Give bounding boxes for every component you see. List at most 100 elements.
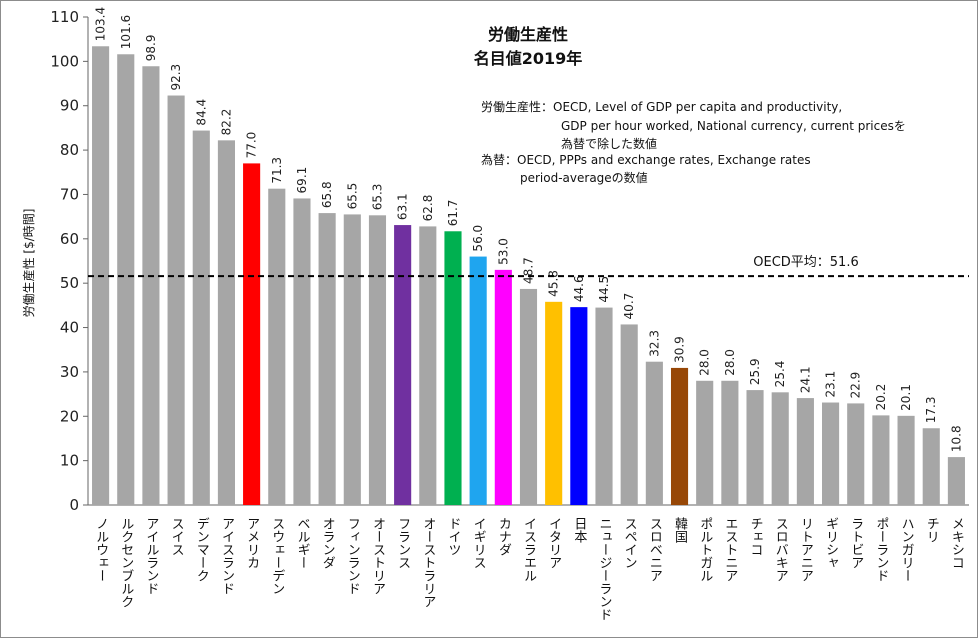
data-label: 17.3: [924, 397, 938, 424]
bar: [444, 231, 462, 505]
data-label: 22.9: [849, 372, 863, 399]
x-tick-label: ベルギー: [294, 517, 310, 569]
data-label: 20.1: [899, 384, 913, 411]
data-label: 53.0: [496, 238, 510, 265]
bar: [394, 225, 412, 505]
source-note-line: GDP per hour worked, National currency, …: [561, 119, 906, 133]
data-label: 56.0: [471, 225, 485, 252]
data-label: 101.6: [119, 15, 133, 49]
x-tick-label: エストニア: [722, 517, 737, 582]
y-tick-label: 70: [60, 185, 79, 203]
x-tick-label: スロベニア: [647, 517, 663, 582]
data-label: 62.8: [421, 195, 435, 222]
data-label: 71.3: [270, 157, 284, 184]
data-label: 24.1: [798, 366, 812, 393]
y-axis-label: 労働生産性 [$/時間]: [21, 209, 36, 318]
bar: [570, 307, 588, 505]
bar: [796, 398, 814, 505]
chart-subtitle: 名目値2019年: [474, 49, 583, 68]
source-note-line: 労働生産性：OECD, Level of GDP per capita and …: [481, 99, 842, 114]
y-tick-labels: 0 10 20 30 40 50 60 70 80 90 100 110: [50, 8, 79, 514]
x-tick-label: イギリス: [471, 517, 486, 569]
data-label: 65.3: [370, 184, 384, 211]
data-label: 63.1: [396, 193, 410, 220]
x-tick-label: ポルトガル: [697, 517, 712, 582]
bar: [494, 269, 512, 505]
x-tick-label: 韓国: [672, 517, 688, 543]
bar: [545, 301, 563, 505]
x-tick-label: フィンランド: [345, 517, 360, 595]
chart-title: 労働生産性: [488, 25, 568, 44]
bar: [670, 367, 689, 505]
source-note-line: 為替で除した数値: [561, 136, 657, 151]
data-label: 20.2: [874, 384, 888, 411]
bar: [620, 324, 638, 505]
oecd-average-label: OECD平均：51.6: [753, 255, 858, 270]
y-tick-label: 20: [60, 407, 79, 425]
data-label: 61.7: [446, 200, 460, 227]
data-label: 40.7: [622, 293, 636, 320]
x-tick-label: ポーランド: [873, 517, 888, 582]
x-tick-label: スペイン: [622, 517, 638, 569]
bar: [318, 213, 336, 505]
y-tick-label: 90: [60, 97, 79, 115]
x-tick-label: ギリシャ: [823, 517, 838, 569]
bar: [419, 226, 437, 505]
x-tick-label: アイルランド: [143, 517, 158, 595]
x-tick-label: オーストリア: [370, 517, 385, 595]
y-tick-label: 40: [60, 319, 79, 337]
x-tick-label: ノルウェー: [93, 517, 108, 582]
x-tick-label: チェコ: [748, 517, 763, 556]
data-label: 69.1: [295, 167, 309, 194]
bar: [368, 215, 387, 505]
x-tick-label: カナダ: [496, 517, 511, 556]
data-label: 44.6: [572, 275, 586, 302]
bar: [343, 214, 361, 505]
bar: [117, 54, 135, 506]
bar: [293, 198, 311, 505]
bar: [142, 66, 160, 505]
bar: [847, 403, 865, 505]
x-tick-label: ルクセンブルク: [118, 517, 134, 608]
data-label: 84.4: [194, 99, 208, 126]
y-tick-label: 80: [60, 141, 79, 159]
category-labels: ノルウェー ルクセンブルク アイルランド スイス デンマーク アイスランド アメリカ スウェー…: [93, 517, 964, 621]
bar: [721, 380, 739, 505]
source-notes: 労働生産性：OECD, Level of GDP per capita and …: [481, 99, 906, 185]
bar: [519, 288, 538, 505]
bar: [167, 95, 185, 506]
bar: [645, 361, 663, 505]
y-tick-label: 0: [69, 496, 79, 514]
data-label: 44.5: [597, 276, 611, 303]
source-note-line: 為替：OECD, PPPs and exchange rates, Exchan…: [481, 153, 811, 167]
data-label: 30.9: [673, 336, 687, 363]
y-tick-label: 110: [50, 8, 79, 26]
bar: [872, 415, 890, 505]
bar: [771, 392, 789, 505]
x-tick-label: リトアニア: [798, 517, 813, 582]
data-label: 25.4: [773, 361, 787, 388]
bar: [696, 380, 714, 505]
x-tick-label: イタリア: [546, 517, 561, 569]
y-tick-label: 100: [50, 52, 79, 70]
x-tick-label: ドイツ: [445, 517, 460, 556]
bars: [92, 46, 965, 506]
bar: [243, 163, 261, 505]
data-label: 32.3: [647, 330, 661, 357]
x-tick-label: 日本: [571, 517, 587, 543]
x-tick-label: スロバキア: [773, 517, 789, 582]
bar: [897, 415, 915, 505]
x-tick-label: デンマーク: [194, 517, 209, 582]
x-tick-label: イスラエル: [521, 517, 536, 582]
bar: [821, 402, 840, 505]
data-label: 103.4: [94, 7, 108, 41]
data-label: 45.8: [547, 270, 561, 297]
bar: [268, 188, 286, 506]
x-tick-label: フランス: [395, 517, 410, 569]
bar: [947, 457, 965, 505]
bar: [217, 140, 236, 505]
y-tick-label: 10: [60, 452, 79, 470]
data-label: 25.9: [748, 358, 762, 385]
bar: [922, 428, 940, 505]
